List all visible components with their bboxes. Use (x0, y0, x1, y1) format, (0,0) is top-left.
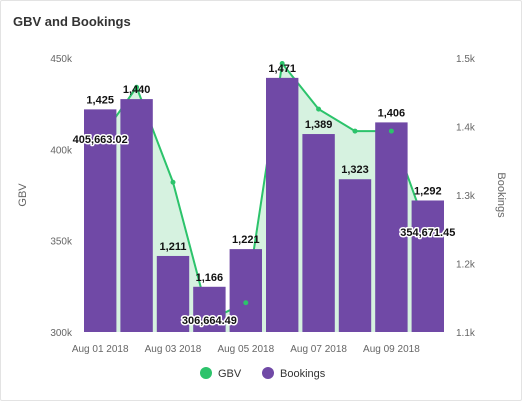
right-tick-label-1: 1.2k (456, 260, 476, 271)
bookings-bar-9 (411, 200, 444, 332)
bookings-data-label-9: 1,292 (414, 185, 442, 197)
bookings-data-label-2: 1,211 (160, 241, 187, 253)
legend-label-1: Bookings (280, 368, 326, 380)
gbv-point-5 (279, 60, 285, 66)
right-tick-label-4: 1.5k (456, 54, 476, 65)
bookings-data-label-1: 1,440 (123, 84, 151, 96)
x-tick-label-4: Aug 09 2018 (363, 344, 420, 355)
legend-label-0: GBV (218, 368, 242, 380)
bookings-bar-4 (229, 249, 262, 332)
bookings-bar-3 (193, 286, 226, 332)
left-tick-label-0: 300k (50, 328, 73, 339)
gbv-point-2 (170, 179, 176, 185)
gbv-line (99, 61, 429, 322)
gbv-data-label-9: 354,671.45 (400, 227, 455, 239)
bookings-data-label-3: 1,166 (196, 272, 224, 284)
x-tick-label-3: Aug 07 2018 (290, 344, 347, 355)
x-tick-label-2: Aug 05 2018 (217, 344, 274, 355)
gbv-point-6 (316, 106, 322, 112)
bookings-data-label-0: 1,425 (86, 94, 114, 106)
right-axis-title: Bookings (495, 172, 507, 218)
bookings-bar-0 (84, 109, 117, 332)
left-tick-label-1: 350k (50, 237, 73, 248)
bookings-bar-1 (120, 99, 153, 332)
gbv-point-8 (388, 128, 394, 134)
bookings-bar-6 (302, 134, 335, 332)
right-tick-label-2: 1.3k (456, 191, 476, 202)
bookings-bar-5 (266, 77, 299, 333)
gbv-point-1 (134, 84, 140, 90)
gbv-data-label-3: 306,664.49 (182, 315, 237, 327)
chart-title: GBV and Bookings (13, 14, 131, 29)
bookings-data-label-6: 1,389 (305, 119, 333, 131)
gbv-point-7 (352, 128, 358, 134)
gbv-point-9 (425, 229, 431, 235)
x-tick-label-1: Aug 03 2018 (145, 344, 202, 355)
gbv-point-0 (97, 136, 103, 142)
bookings-bar-7 (338, 179, 372, 332)
bookings-data-label-8: 1,406 (378, 107, 406, 119)
left-axis-title: GBV (17, 183, 29, 207)
gbv-point-4 (243, 300, 249, 306)
x-tick-label-0: Aug 01 2018 (72, 344, 129, 355)
right-tick-label-0: 1.1k (456, 328, 476, 339)
bookings-bar-8 (375, 122, 408, 332)
bookings-data-label-4: 1,221 (232, 234, 260, 246)
gbv-point-3 (206, 317, 212, 323)
right-tick-label-3: 1.4k (456, 123, 476, 134)
left-tick-label-3: 450k (50, 54, 73, 65)
bookings-bar-2 (156, 255, 190, 332)
bookings-data-label-5: 1,471 (268, 63, 296, 75)
gbv-data-label-0: 405,663.02 (73, 134, 128, 146)
legend-marker-1 (262, 367, 274, 379)
left-tick-label-2: 400k (50, 145, 73, 156)
bookings-data-label-7: 1,323 (341, 164, 369, 176)
legend-marker-0 (200, 367, 212, 379)
